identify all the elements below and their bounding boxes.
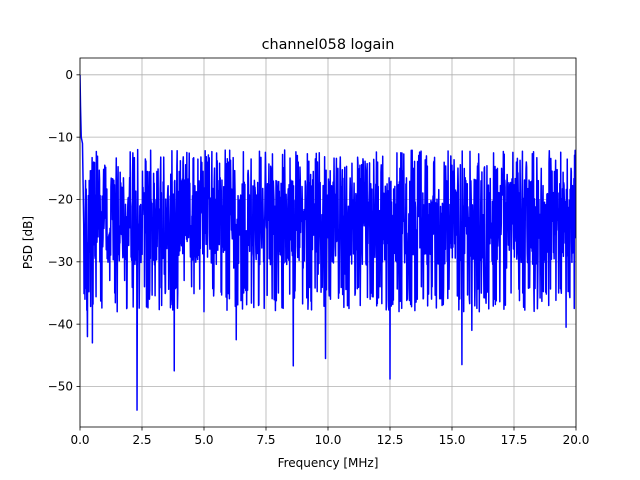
chart-title: channel058 logain <box>262 37 395 53</box>
y-tick-label: −40 <box>48 317 73 331</box>
y-tick-label: −30 <box>48 255 73 269</box>
y-axis-ticks: 0 −10 −20 −30 −40 −50 <box>48 68 80 394</box>
x-tick-label: 15.0 <box>439 433 466 447</box>
x-tick-label: 5.0 <box>194 433 213 447</box>
x-tick-label: 20.0 <box>563 433 590 447</box>
x-tick-label: 0.0 <box>70 433 89 447</box>
x-tick-label: 2.5 <box>132 433 151 447</box>
y-tick-label: −50 <box>48 380 73 394</box>
psd-series <box>80 74 576 411</box>
x-axis-ticks: 0.0 2.5 5.0 7.5 10.0 12.5 15.0 17.5 20.0 <box>70 427 589 447</box>
x-tick-label: 12.5 <box>377 433 404 447</box>
x-tick-label: 17.5 <box>501 433 528 447</box>
y-axis-label: PSD [dB] <box>21 216 35 269</box>
y-tick-label: 0 <box>65 68 73 82</box>
y-tick-label: −10 <box>48 130 73 144</box>
x-axis-label: Frequency [MHz] <box>278 456 379 470</box>
x-tick-label: 10.0 <box>315 433 342 447</box>
psd-line <box>80 74 576 411</box>
y-tick-label: −20 <box>48 193 73 207</box>
x-tick-label: 7.5 <box>256 433 275 447</box>
